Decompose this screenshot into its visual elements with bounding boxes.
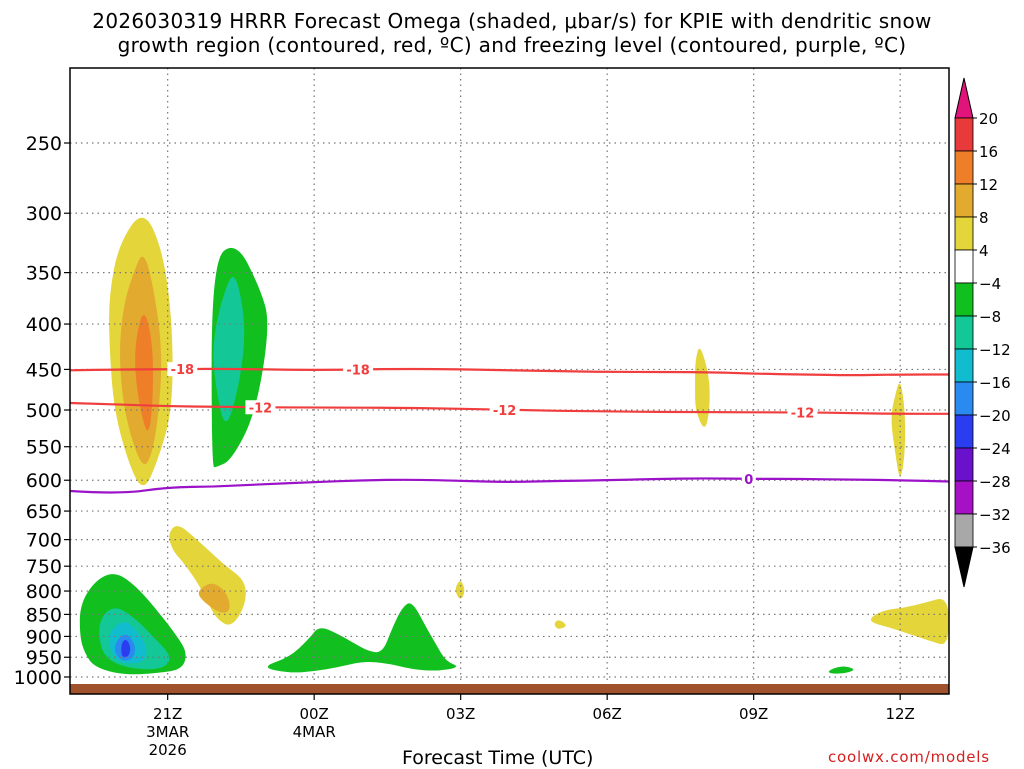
omega-shaded-region: [554, 620, 566, 629]
omega-shaded-region: [267, 603, 457, 673]
omega-shaded-region: [695, 348, 710, 427]
y-tick-label: 500: [26, 400, 62, 422]
x-tick-label: 09Z: [739, 705, 768, 723]
colorbar-label: −8: [979, 308, 1001, 326]
omega-shaded-region: [891, 383, 906, 476]
colorbar-swatch: [954, 117, 974, 152]
y-tick-label: 800: [26, 581, 62, 603]
x-tick-label: 21Z: [153, 705, 182, 723]
colorbar-swatch: [954, 282, 974, 317]
colorbar-swatch: [954, 513, 974, 548]
y-tick-label: 600: [26, 470, 62, 492]
x-tick-year-label: 2026: [149, 741, 187, 759]
y-tick-label: 650: [26, 501, 62, 523]
isotherm-label-bg: [489, 402, 520, 417]
isotherm-label-bg: [245, 400, 276, 415]
isotherm-label-bg: [167, 362, 198, 377]
colorbar-label: −16: [979, 374, 1011, 392]
isotherm-label: -18: [346, 364, 370, 379]
omega-shaded-region: [198, 583, 230, 613]
colorbar-label: −20: [979, 407, 1011, 425]
colorbar-swatch: [954, 150, 974, 185]
colorbar-label: 8: [979, 209, 989, 227]
y-tick-label: 700: [26, 530, 62, 552]
colorbar-swatch: [954, 480, 974, 515]
colorbar-swatch: [954, 414, 974, 449]
colorbar-label: −28: [979, 473, 1011, 491]
surface-ground-strip: [70, 684, 949, 694]
omega-shaded-region: [870, 598, 949, 645]
x-tick-date-label: 3MAR: [146, 723, 189, 741]
y-tick-label: 350: [26, 263, 62, 285]
x-axis-label: Forecast Time (UTC): [402, 747, 594, 769]
omega-shaded-region: [828, 666, 854, 674]
isotherm-label: 0: [744, 473, 753, 488]
colorbar-swatch: [954, 381, 974, 416]
omega-shaded-region: [135, 314, 153, 431]
isotherm-label: -12: [493, 404, 517, 419]
y-tick-label: 300: [26, 203, 62, 225]
x-tick-label: 12Z: [885, 705, 914, 723]
x-tick-label: 03Z: [446, 705, 475, 723]
omega-shaded-region: [121, 639, 131, 658]
omega-shaded-region: [455, 581, 465, 599]
chart-title-line-1: 2026030319 HRRR Forecast Omega (shaded, …: [92, 9, 932, 33]
x-tick-label: 06Z: [592, 705, 621, 723]
isotherm-label-bg: [343, 362, 374, 377]
y-tick-label: 850: [26, 604, 62, 626]
isotherm-label: -12: [791, 406, 815, 421]
colorbar-swatch: [954, 249, 974, 284]
omega-shaded-region: [213, 277, 245, 422]
plot-frame: [69, 67, 950, 695]
y-tick-label: 450: [26, 359, 62, 381]
colorbar-label: 20: [979, 110, 998, 128]
x-tick-label: 00Z: [299, 705, 328, 723]
colorbar-swatch: [954, 447, 974, 482]
colorbar-label: 12: [979, 176, 998, 194]
colorbar-label: −32: [979, 506, 1011, 524]
y-tick-label: 400: [26, 314, 62, 336]
isotherm-label: -12: [249, 401, 273, 416]
chart-title-line-2: growth region (contoured, red, ºC) and f…: [117, 33, 907, 57]
credit-link[interactable]: coolwx.com/models: [828, 748, 990, 766]
colorbar-top-arrow: [954, 77, 974, 119]
plot-background: [70, 68, 949, 694]
isotherm-label-bg: [787, 405, 818, 420]
colorbar-swatch: [954, 315, 974, 350]
colorbar-swatch: [954, 216, 974, 251]
colorbar-swatch: [954, 348, 974, 383]
y-tick-label: 250: [26, 133, 62, 155]
colorbar-label: −24: [979, 440, 1011, 458]
isotherm-label: -18: [171, 363, 195, 378]
colorbar-bottom-arrow: [954, 546, 974, 588]
colorbar-label: −4: [979, 275, 1001, 293]
y-tick-label: 550: [26, 437, 62, 459]
x-tick-date-label: 4MAR: [293, 723, 336, 741]
colorbar-label: −36: [979, 539, 1011, 557]
colorbar-label: 16: [979, 143, 998, 161]
freezing-level-line: [70, 477, 949, 494]
isotherm-label-bg: [741, 471, 756, 486]
y-tick-label: 900: [26, 626, 62, 648]
y-tick-label: 950: [26, 647, 62, 669]
colorbar-label: −12: [979, 341, 1011, 359]
y-tick-label: 1000: [14, 667, 62, 689]
y-tick-label: 750: [26, 556, 62, 578]
colorbar-swatch: [954, 183, 974, 218]
colorbar-label: 4: [979, 242, 989, 260]
